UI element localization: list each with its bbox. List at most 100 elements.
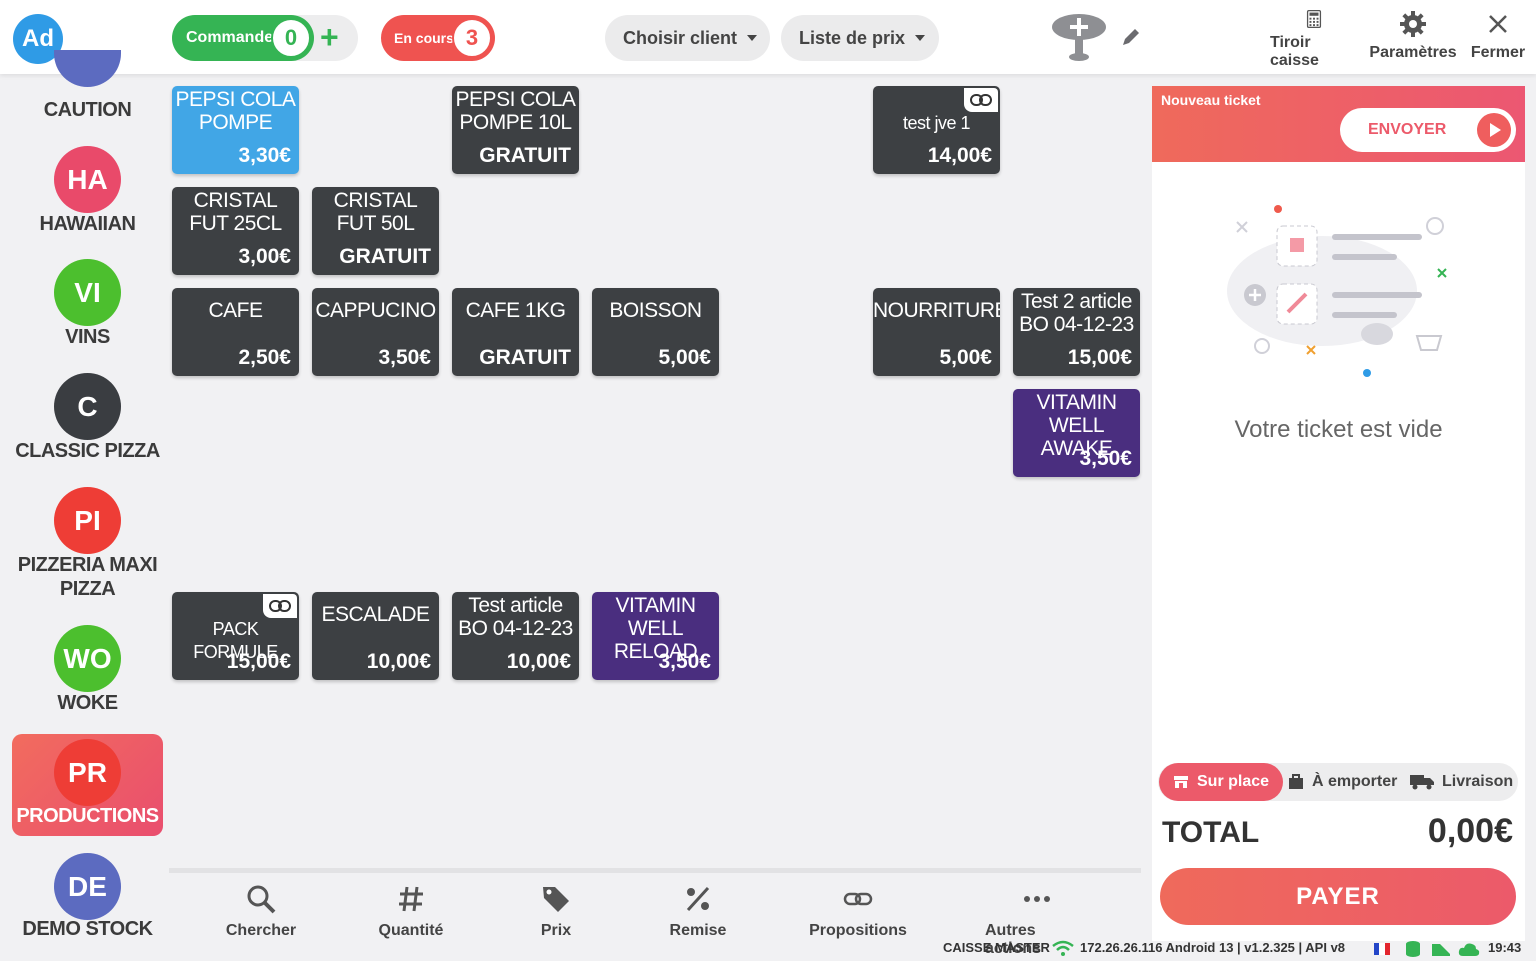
price-button[interactable]: Prix <box>530 884 582 940</box>
calculator-icon <box>1306 10 1322 28</box>
commandes-button[interactable]: Commandes 0 <box>172 15 314 61</box>
en-cours-label: En cours <box>394 30 454 46</box>
takeaway-option[interactable]: À emporter <box>1288 763 1397 801</box>
choose-client-dropdown[interactable]: Choisir client <box>605 15 770 61</box>
french-flag-icon <box>1374 943 1390 955</box>
chevron-down-icon <box>915 35 926 41</box>
product-price: GRATUIT <box>339 245 431 268</box>
product-name: test jve 1 <box>902 113 971 133</box>
product-tile[interactable]: NOURRITURE 5,00€ <box>873 288 1000 376</box>
store-icon <box>1174 776 1188 788</box>
product-price: 3,50€ <box>1079 447 1132 470</box>
product-tile[interactable]: test jve 1 14,00€ <box>873 86 1000 174</box>
close-icon <box>1489 15 1507 33</box>
link-icon <box>263 594 297 618</box>
category-label: WOKE <box>57 692 118 714</box>
product-tile[interactable]: CAPPUCINO 3,50€ <box>312 288 439 376</box>
category-label: PRODUCTIONS <box>16 805 159 827</box>
add-table-icon[interactable] <box>1050 10 1108 64</box>
category-caution[interactable]: CAUTION <box>12 40 163 121</box>
product-name: PEPSI COLA POMPE 10L <box>455 88 576 134</box>
product-price: 2,50€ <box>238 346 291 369</box>
propositions-button[interactable]: Propositions <box>809 884 907 940</box>
product-price: 10,00€ <box>506 650 571 673</box>
discount-label: Remise <box>669 922 727 939</box>
product-name: PEPSI COLA POMPE <box>175 88 296 134</box>
category-badge: HA <box>54 146 121 213</box>
dine-in-option[interactable]: Sur place <box>1159 763 1284 801</box>
product-name: BOISSON <box>609 299 702 322</box>
user-avatar[interactable]: Ad <box>13 14 63 64</box>
category-badge: DE <box>54 853 121 920</box>
product-tile[interactable]: PEPSI COLA POMPE 10L GRATUIT <box>452 86 579 174</box>
product-tile[interactable]: CAFE 2,50€ <box>172 288 299 376</box>
search-button[interactable]: Chercher <box>226 884 296 940</box>
wifi-icon <box>1052 940 1074 956</box>
discount-button[interactable]: Remise <box>665 884 731 940</box>
choose-client-label: Choisir client <box>623 27 738 48</box>
product-name: NOURRITURE <box>873 299 1000 322</box>
product-tile[interactable]: VITAMIN WELL RELOAD 3,50€ <box>592 592 719 680</box>
product-name: CAFE <box>208 299 263 322</box>
quantity-button[interactable]: Quantité <box>376 884 446 940</box>
product-tile[interactable]: BOISSON 5,00€ <box>592 288 719 376</box>
add-order-icon[interactable]: + <box>320 19 339 55</box>
send-button[interactable]: ENVOYER <box>1340 108 1516 152</box>
category-badge: PR <box>54 739 121 806</box>
pay-button[interactable]: PAYER <box>1160 868 1516 925</box>
price-list-dropdown[interactable]: Liste de prix <box>781 15 939 61</box>
commandes-pill[interactable]: Commandes 0 + <box>172 15 358 61</box>
sync-icon <box>1432 944 1450 956</box>
product-tile[interactable]: PACK FORMULE 15,00€ <box>172 592 299 680</box>
price-label: Prix <box>540 922 572 939</box>
product-price: 14,00€ <box>927 144 992 167</box>
product-tile[interactable]: ESCALADE 10,00€ <box>312 592 439 680</box>
product-tile[interactable]: PEPSI COLA POMPE 3,30€ <box>172 86 299 174</box>
product-price: 15,00€ <box>226 650 291 673</box>
category-vins[interactable]: VI VINS <box>12 259 163 349</box>
ticket-header: Nouveau ticket ENVOYER <box>1152 86 1525 162</box>
category-classic-pizza[interactable]: C CLASSIC PIZZA <box>12 373 163 463</box>
delivery-option[interactable]: Livraison <box>1410 763 1513 801</box>
edit-icon[interactable] <box>1119 25 1143 49</box>
ticket-title: Nouveau ticket <box>1161 92 1261 108</box>
category-woke[interactable]: WO WOKE <box>12 625 163 715</box>
product-name: ESCALADE <box>321 603 430 626</box>
propositions-label: Propositions <box>809 922 907 939</box>
cloud-icon <box>1458 943 1480 956</box>
category-demo-stock[interactable]: DE DEMO STOCK <box>12 853 163 943</box>
product-name: VITAMIN WELL AWAKE <box>1036 391 1117 460</box>
link-icon <box>964 88 998 112</box>
register-name: CAISSE MASTER <box>943 940 1050 955</box>
product-price: 5,00€ <box>939 346 992 369</box>
cash-drawer-button[interactable]: Tiroir caisse <box>1270 10 1358 70</box>
category-badge: PI <box>54 487 121 554</box>
product-tile[interactable]: CRISTAL FUT 25CL 3,00€ <box>172 187 299 275</box>
category-badge: WO <box>54 625 121 692</box>
product-tile[interactable]: Test article BO 04-12-23 10,00€ <box>452 592 579 680</box>
cash-drawer-label: Tiroir caisse <box>1270 34 1319 69</box>
category-pizzeria-maxi-pizza[interactable]: PI PIZZERIA MAXI PIZZA <box>12 487 163 602</box>
product-price: 10,00€ <box>366 650 431 673</box>
settings-button[interactable]: Paramètres <box>1369 10 1457 70</box>
product-tile[interactable]: CAFE 1KG GRATUIT <box>452 288 579 376</box>
en-cours-button[interactable]: En cours 3 <box>381 15 495 61</box>
category-hawaiian[interactable]: HA HAWAIIAN <box>12 146 163 236</box>
delivery-label: Livraison <box>1442 773 1514 790</box>
hash-icon <box>399 886 423 912</box>
more-actions-button[interactable]: Autres actions <box>985 884 1089 958</box>
product-price: 3,50€ <box>658 650 711 673</box>
category-label: HAWAIIAN <box>39 213 137 235</box>
takeaway-label: À emporter <box>1312 773 1398 790</box>
database-icon <box>1406 941 1420 957</box>
chevron-down-icon <box>747 35 758 41</box>
product-name: CAFE 1KG <box>465 299 566 322</box>
product-name: Test 2 article BO 04-12-23 <box>1019 290 1134 336</box>
product-tile[interactable]: VITAMIN WELL AWAKE 3,50€ <box>1013 389 1140 477</box>
product-price: 3,00€ <box>238 245 291 268</box>
product-tile[interactable]: CRISTAL FUT 50L GRATUIT <box>312 187 439 275</box>
close-button[interactable]: Fermer <box>1470 10 1526 70</box>
category-productions[interactable]: PR PRODUCTIONS <box>12 734 163 836</box>
category-badge <box>54 50 121 87</box>
product-tile[interactable]: Test 2 article BO 04-12-23 15,00€ <box>1013 288 1140 376</box>
